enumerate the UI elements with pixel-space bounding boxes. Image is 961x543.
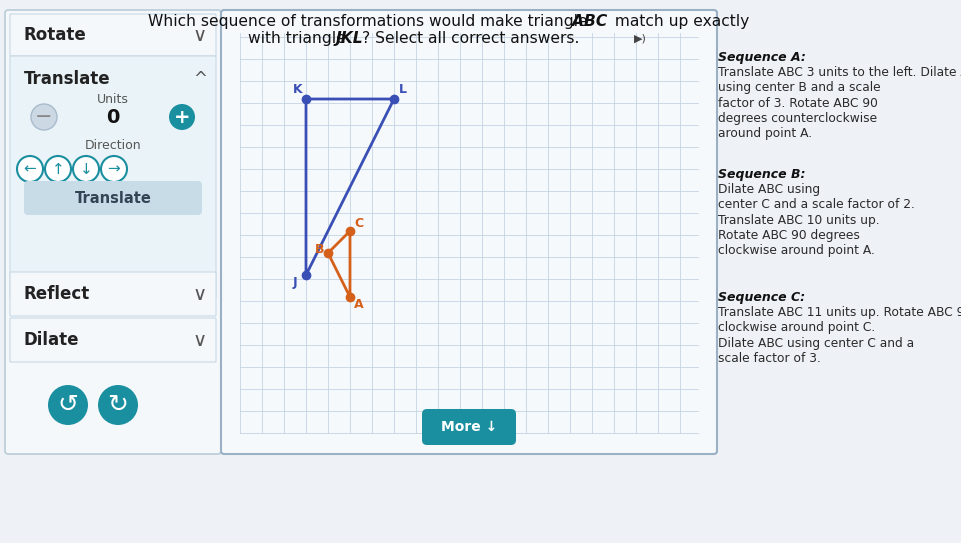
Text: scale factor of 3.: scale factor of 3. [717, 352, 820, 365]
Text: Direction: Direction [85, 138, 141, 151]
Text: +: + [174, 108, 190, 127]
Text: Rotate ABC 90 degrees: Rotate ABC 90 degrees [717, 229, 859, 242]
Text: clockwise around point C.: clockwise around point C. [717, 321, 875, 334]
Text: around point A.: around point A. [717, 127, 811, 140]
Text: with triangle: with triangle [248, 30, 350, 46]
Text: Translate: Translate [24, 70, 111, 88]
Text: Units: Units [97, 92, 129, 105]
Text: ↓: ↓ [80, 161, 92, 176]
Text: ^: ^ [193, 70, 207, 88]
Text: ↺: ↺ [58, 393, 79, 417]
Text: match up exactly: match up exactly [609, 14, 749, 28]
Circle shape [101, 156, 127, 182]
Text: B: B [314, 243, 324, 256]
Circle shape [73, 156, 99, 182]
Text: ∨: ∨ [192, 331, 207, 350]
Text: Which sequence of transformations would make triangle: Which sequence of transformations would … [148, 14, 592, 28]
Text: Sequence A:: Sequence A: [717, 51, 805, 64]
Text: Dilate ABC using: Dilate ABC using [717, 183, 820, 196]
Circle shape [45, 156, 71, 182]
Text: L: L [399, 83, 407, 96]
Text: ↻: ↻ [108, 393, 129, 417]
Text: ∨: ∨ [192, 26, 207, 45]
Text: Translate: Translate [75, 191, 151, 205]
Text: Reflect: Reflect [24, 285, 90, 303]
Text: Dilate: Dilate [24, 331, 80, 349]
Circle shape [17, 156, 43, 182]
Text: A: A [354, 298, 363, 311]
Text: Sequence C:: Sequence C: [717, 291, 804, 304]
Text: ∨: ∨ [192, 285, 207, 304]
Text: Sequence B:: Sequence B: [717, 168, 804, 181]
Text: ? Select all correct answers.: ? Select all correct answers. [361, 30, 579, 46]
Text: C: C [354, 217, 362, 230]
Text: Rotate: Rotate [24, 26, 86, 44]
Text: degrees counterclockwise: degrees counterclockwise [717, 112, 876, 125]
Text: JKL: JKL [335, 30, 363, 46]
Text: Dilate ABC using center C and a: Dilate ABC using center C and a [717, 337, 913, 350]
FancyBboxPatch shape [5, 10, 221, 454]
Text: Translate ABC 11 units up. Rotate ABC 90 degrees: Translate ABC 11 units up. Rotate ABC 90… [717, 306, 961, 319]
Circle shape [98, 385, 137, 425]
Text: using center B and a scale: using center B and a scale [717, 81, 879, 94]
FancyBboxPatch shape [10, 14, 216, 56]
Text: More ↓: More ↓ [440, 420, 497, 434]
FancyBboxPatch shape [10, 318, 216, 362]
Text: →: → [108, 161, 120, 176]
Text: factor of 3. Rotate ABC 90: factor of 3. Rotate ABC 90 [717, 97, 877, 110]
Text: clockwise around point A.: clockwise around point A. [717, 244, 874, 257]
Text: J: J [293, 276, 297, 289]
Text: −: − [36, 107, 53, 127]
FancyBboxPatch shape [24, 181, 202, 215]
Text: ↑: ↑ [52, 161, 64, 176]
FancyBboxPatch shape [10, 56, 216, 298]
Circle shape [48, 385, 87, 425]
Text: center C and a scale factor of 2.: center C and a scale factor of 2. [717, 198, 914, 211]
Circle shape [31, 104, 57, 130]
Circle shape [169, 104, 195, 130]
Text: ←: ← [24, 161, 37, 176]
Text: Translate ABC 10 units up.: Translate ABC 10 units up. [717, 213, 878, 226]
Text: ABC: ABC [572, 14, 606, 28]
Text: 0: 0 [107, 108, 119, 127]
Text: ▶): ▶) [633, 33, 646, 43]
FancyBboxPatch shape [422, 409, 515, 445]
FancyBboxPatch shape [10, 272, 216, 316]
Text: Translate ABC 3 units to the left. Dilate ABC: Translate ABC 3 units to the left. Dilat… [717, 66, 961, 79]
Text: K: K [293, 83, 303, 96]
FancyBboxPatch shape [221, 10, 716, 454]
